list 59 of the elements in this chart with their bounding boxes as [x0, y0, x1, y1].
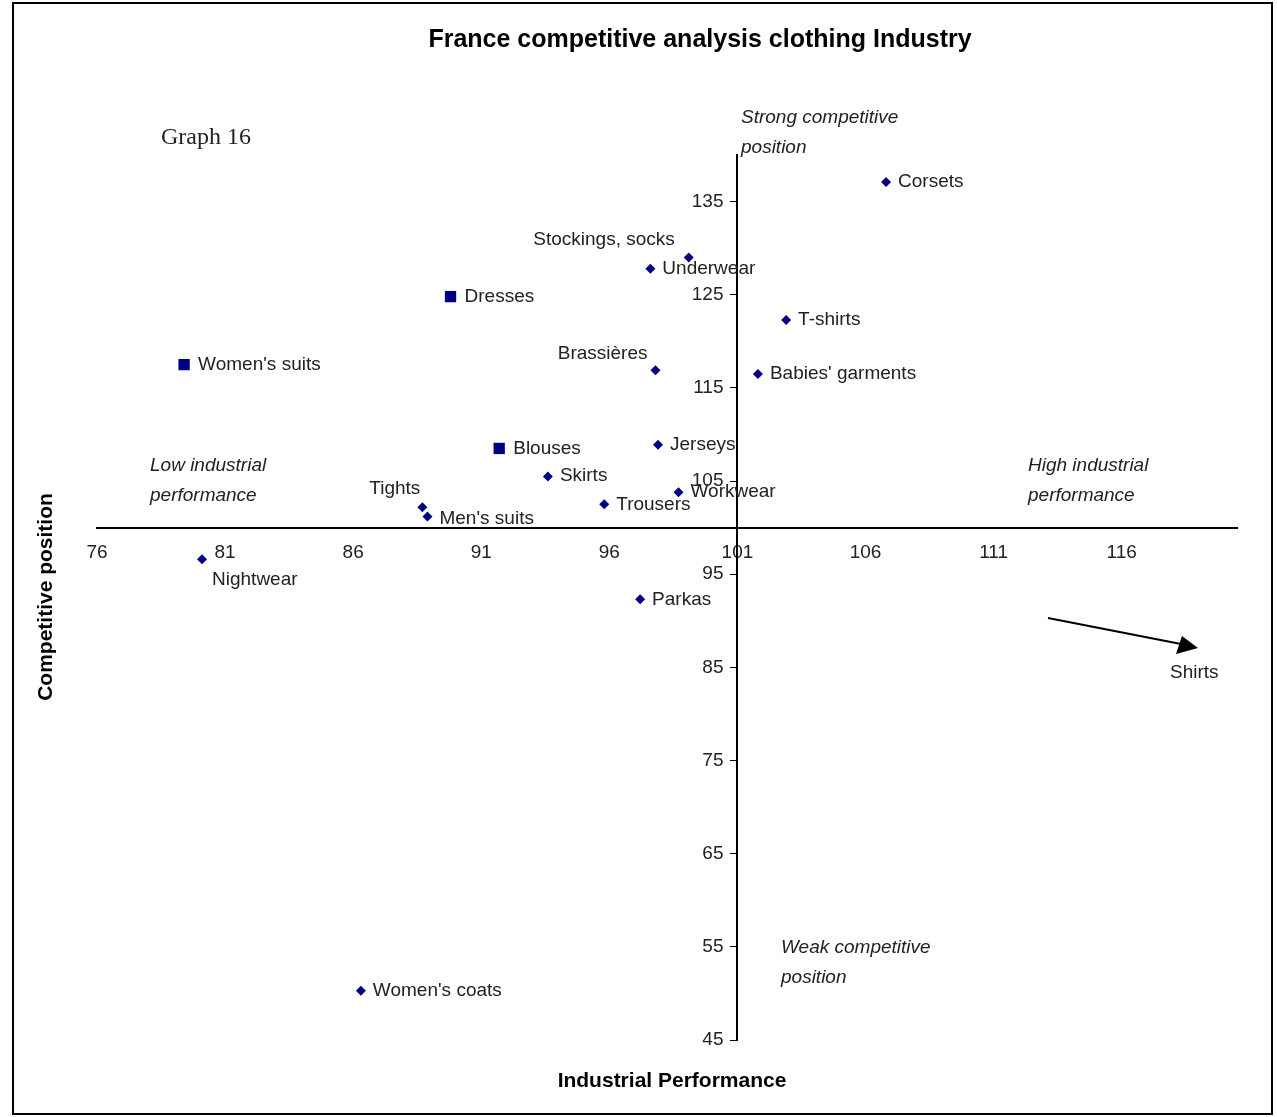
caption: Graph 16	[161, 123, 251, 150]
y-tick-label: 125	[691, 282, 724, 304]
x-tick-label: 96	[598, 541, 620, 563]
annotation: Blouses	[513, 436, 581, 458]
point	[781, 314, 792, 325]
point	[493, 442, 505, 455]
y-tick-label: 95	[702, 562, 724, 584]
annotation: Trousers	[616, 492, 691, 514]
annotation: Weak competitive position	[780, 936, 931, 988]
x-tick-label: 116	[1106, 541, 1137, 563]
point	[752, 368, 763, 379]
point	[653, 439, 664, 450]
annotation: Brassières	[557, 342, 648, 364]
y-tick-label: 55	[702, 935, 724, 957]
y-axis-title: Competitive position	[33, 493, 57, 701]
annotation: Nightwear	[212, 567, 299, 589]
point	[635, 594, 646, 605]
point	[422, 511, 433, 522]
x-tick-label: 81	[214, 541, 236, 563]
x-tick-label: 86	[342, 541, 364, 563]
point	[645, 263, 656, 274]
point	[650, 365, 661, 376]
point	[542, 471, 553, 482]
y-tick-label: 85	[702, 655, 724, 677]
annotation: Skirts	[559, 463, 608, 485]
point	[599, 499, 610, 510]
x-tick-label: 111	[979, 541, 1009, 563]
x-tick-label: 76	[86, 541, 108, 563]
annotation: T-shirts	[798, 308, 861, 330]
annotation: Women's suits	[198, 352, 321, 374]
y-tick-label: 75	[702, 748, 724, 770]
y-tick-label: 65	[702, 841, 724, 863]
y-tick-label: 135	[691, 189, 724, 211]
point	[178, 358, 190, 371]
annotation: Strong competitive position	[740, 106, 899, 158]
annotation: Stockings, socks	[533, 227, 675, 249]
annotation: Jerseys	[670, 432, 736, 454]
annotation: Men's suits	[439, 506, 534, 528]
annotation: Dresses	[464, 284, 535, 306]
chart-title: France competitive analysis clothing Industry	[428, 24, 972, 53]
y-tick-label: 115	[693, 376, 724, 398]
annotation: Women's coats	[372, 978, 502, 1000]
point	[881, 177, 892, 188]
point	[673, 487, 684, 498]
point	[417, 502, 428, 513]
point	[355, 985, 366, 996]
annotation: Corsets	[898, 170, 964, 192]
point	[444, 290, 457, 303]
x-axis-title: Industrial Performance	[557, 1068, 787, 1092]
annotation: Babies' garments	[769, 362, 917, 384]
x-tick-label: 106	[849, 541, 882, 563]
y-tick-label: 45	[702, 1028, 724, 1050]
point	[197, 554, 208, 565]
x-tick-label: 91	[470, 541, 492, 563]
annotation: Shirts	[1170, 661, 1219, 683]
annotation: Low industrial performance	[149, 454, 267, 506]
annotation: Tights	[369, 477, 421, 499]
annotation: Parkas	[652, 587, 712, 609]
annotation: High industrial performance	[1027, 454, 1150, 506]
